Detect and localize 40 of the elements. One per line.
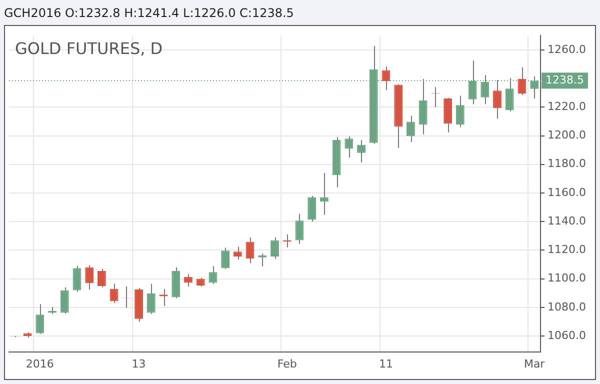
chart-title: GOLD FUTURES, D (15, 38, 163, 58)
candlestick (208, 266, 218, 284)
candlestick (233, 246, 242, 260)
candlestick (444, 97, 452, 133)
candlestick (72, 265, 82, 292)
candlestick (184, 273, 192, 288)
candlestick (357, 140, 366, 163)
y-tick-label: 1200.0 (548, 128, 586, 142)
y-tick-label: 1060.0 (548, 328, 586, 342)
candlestick (270, 236, 279, 260)
candlestick (295, 213, 304, 244)
y-tick-label: 1260.0 (548, 42, 586, 56)
x-tick-label: Feb (277, 357, 297, 370)
x-tick-label: 11 (379, 357, 393, 370)
y-tick-label: 1160.0 (548, 186, 586, 199)
candlestick (85, 264, 94, 290)
candlestick (406, 115, 415, 143)
candlestick (146, 283, 156, 314)
candlestick (98, 268, 106, 288)
candlestick (382, 66, 390, 90)
y-tick-label: 1100.0 (548, 272, 586, 285)
candlestick (36, 304, 44, 334)
y-tick-label: 1220.0 (548, 100, 586, 113)
candlestick (246, 236, 254, 264)
candlestick (518, 66, 526, 96)
y-tick-label: 1180.0 (548, 157, 586, 170)
y-tick-label: 1080.0 (548, 300, 586, 314)
x-tick-label: Mar (524, 357, 546, 370)
x-tick-label: 2016 (26, 357, 54, 370)
candlestick (308, 195, 316, 222)
candlestick (456, 95, 464, 128)
y-tick-label: 1140.0 (548, 214, 586, 228)
x-tick-label: 13 (132, 357, 146, 370)
chart-subtitle: GCH2016 O:1232.8 H:1241.4 L:1226.0 C:1238.5 (4, 6, 294, 20)
y-tick-label: 1120.0 (548, 243, 586, 256)
ref-line-label: 1238.5 (546, 74, 584, 87)
candlestick (221, 247, 230, 270)
candlestick (493, 79, 502, 120)
candlestick (60, 286, 69, 314)
candlestick (344, 136, 354, 158)
